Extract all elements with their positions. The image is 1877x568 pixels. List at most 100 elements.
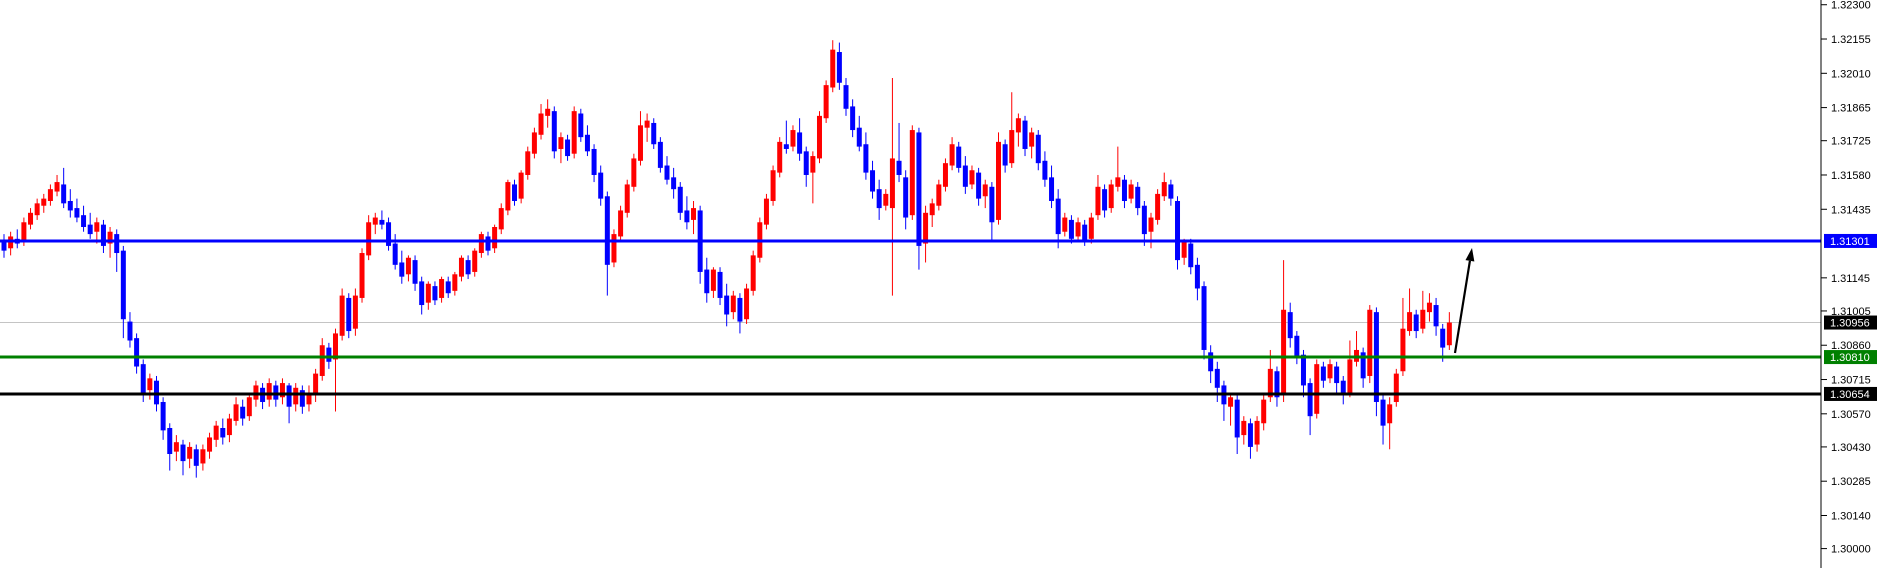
candle — [1168, 179, 1174, 206]
candle-body — [783, 144, 789, 149]
candle — [1029, 127, 1035, 159]
candle — [81, 205, 87, 232]
candle-body — [1168, 184, 1174, 199]
candle — [936, 179, 942, 211]
candle-body — [339, 295, 345, 336]
candle-body — [1088, 217, 1094, 239]
candle-body — [326, 347, 332, 362]
candle — [41, 193, 47, 213]
candle-body — [810, 156, 816, 173]
candle-body — [1214, 368, 1220, 388]
candle — [618, 205, 624, 242]
candle-body — [1446, 322, 1452, 346]
candle-body — [763, 198, 769, 225]
candle-body — [120, 250, 126, 320]
candle — [1380, 392, 1386, 445]
candle — [637, 111, 643, 166]
candle — [797, 118, 803, 161]
candle — [850, 99, 856, 138]
candle-body — [836, 52, 842, 83]
candle — [611, 229, 617, 268]
candle-body — [1320, 366, 1326, 381]
candle — [293, 383, 299, 412]
candle-body — [472, 250, 478, 272]
candle — [929, 198, 935, 228]
candle-body — [160, 401, 166, 431]
candle — [1108, 179, 1114, 213]
candle — [1294, 331, 1300, 365]
candle-body — [333, 333, 338, 360]
candle-body — [1062, 217, 1068, 232]
candle-body — [1042, 160, 1048, 180]
candle-body — [47, 189, 53, 201]
candle-body — [889, 158, 895, 209]
candle-body — [173, 442, 179, 452]
candle-body — [1367, 309, 1373, 376]
price-badge-label: 1.30810 — [1830, 352, 1870, 364]
candle-body — [1407, 312, 1413, 332]
candle — [1440, 323, 1446, 362]
candle — [379, 210, 385, 230]
candle-body — [651, 122, 657, 145]
candle-body — [1055, 198, 1061, 235]
candle-body — [41, 198, 47, 206]
candle — [956, 141, 962, 173]
candle-body — [1340, 380, 1346, 395]
candle-body — [432, 286, 438, 301]
candle-body — [207, 437, 213, 452]
candle-body — [538, 113, 544, 135]
up-arrow-drawing[interactable] — [1453, 248, 1475, 354]
candle — [531, 127, 537, 159]
candle-body — [677, 186, 683, 213]
candle-body — [1347, 359, 1353, 393]
candle — [246, 392, 252, 421]
candle — [1393, 368, 1399, 407]
candle-body — [571, 111, 577, 154]
candle-body — [744, 288, 750, 320]
candle — [538, 104, 544, 140]
candle — [54, 174, 60, 197]
candle-body — [286, 385, 292, 407]
candle-body — [671, 177, 677, 190]
candle-body — [657, 141, 663, 168]
candle — [333, 328, 338, 412]
candle-body — [478, 234, 484, 254]
candle-body — [1082, 224, 1088, 242]
candle — [233, 397, 239, 426]
candle — [1446, 312, 1452, 350]
candle — [737, 293, 743, 334]
candle-body — [485, 236, 491, 251]
candle — [1042, 151, 1048, 187]
candle-body — [1068, 219, 1074, 239]
candle — [1115, 146, 1121, 192]
candle-body — [306, 392, 312, 405]
candle — [472, 248, 478, 277]
axis-tick-label: 1.30285 — [1831, 476, 1871, 488]
candle — [485, 231, 491, 256]
candle — [717, 267, 723, 306]
candle — [989, 182, 995, 242]
candle — [816, 111, 822, 164]
arrow-shaft[interactable] — [1453, 260, 1472, 354]
candle-body — [1108, 184, 1114, 209]
candle-body — [710, 269, 716, 291]
candle — [604, 191, 610, 296]
axis-tick-label: 1.31865 — [1831, 103, 1871, 115]
candle — [140, 359, 146, 402]
candle — [1413, 309, 1419, 339]
candle — [677, 182, 683, 220]
candle — [439, 276, 445, 303]
candle-body — [1387, 404, 1393, 424]
candle-body — [1393, 373, 1399, 402]
candle — [889, 78, 895, 296]
candle — [1188, 238, 1194, 275]
candle-body — [1208, 352, 1214, 372]
price-axis[interactable]: 1.32300 1.32155 1.32010 1.31865 1.31725 1.315… — [1820, 0, 1877, 568]
candle — [843, 78, 849, 116]
candle-body — [624, 184, 630, 213]
candle — [1181, 238, 1187, 265]
candle-body — [531, 132, 537, 154]
horizontal-lines-layer[interactable] — [0, 239, 1821, 396]
candle — [870, 160, 876, 199]
